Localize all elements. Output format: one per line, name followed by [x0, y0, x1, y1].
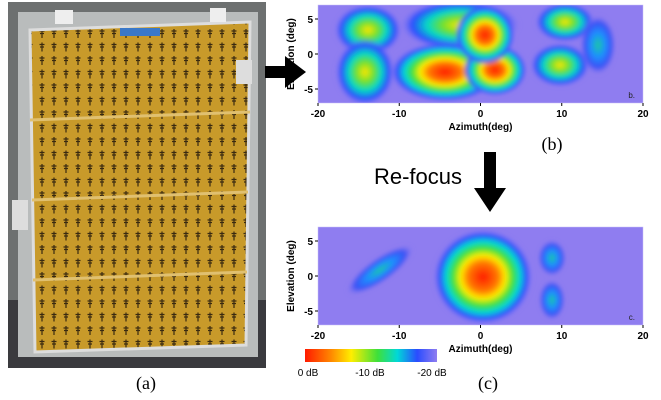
y-axis-label: Elevation (deg) [286, 18, 297, 90]
x-tick-label: -10 [392, 331, 407, 342]
corner-label: b. [628, 91, 635, 100]
heatmap [318, 0, 643, 106]
heatmap [318, 227, 643, 325]
x-tick-label: 0 [478, 331, 484, 342]
colorbar [305, 349, 437, 362]
x-tick-label: 10 [556, 331, 568, 342]
x-tick-label: 20 [637, 331, 649, 342]
x-axis-label: Azimuth(deg) [449, 122, 513, 133]
x-tick-label: -20 [311, 109, 326, 120]
y-tick-label: -5 [304, 85, 313, 96]
colorbar-label: 0 dB [298, 368, 319, 379]
corner-label: c. [629, 313, 635, 322]
colorbar-label: -10 dB [355, 368, 385, 379]
y-tick-label: -5 [304, 307, 313, 318]
x-tick-label: -20 [311, 331, 326, 342]
x-tick-label: 0 [478, 109, 484, 120]
y-tick-label: 5 [307, 15, 313, 26]
arrow-label: Re-focus [374, 164, 462, 189]
colorbar-label: -20 dB [417, 368, 447, 379]
panel-label: (b) [542, 134, 563, 155]
y-tick-label: 0 [307, 272, 313, 283]
x-tick-label: 10 [556, 109, 568, 120]
x-axis-label: Azimuth(deg) [449, 344, 513, 355]
figure: (a) Re-focus 0 dB -10 dB -20 dB -20 [0, 0, 661, 400]
panel-label: (a) [136, 373, 156, 394]
y-tick-label: 5 [307, 237, 313, 248]
arrow [474, 152, 506, 212]
y-axis-label: Elevation (deg) [286, 240, 297, 312]
y-tick-label: 0 [307, 50, 313, 61]
photo [8, 2, 266, 368]
x-tick-label: 20 [637, 109, 649, 120]
x-tick-label: -10 [392, 109, 407, 120]
panel-label: (c) [478, 373, 498, 394]
